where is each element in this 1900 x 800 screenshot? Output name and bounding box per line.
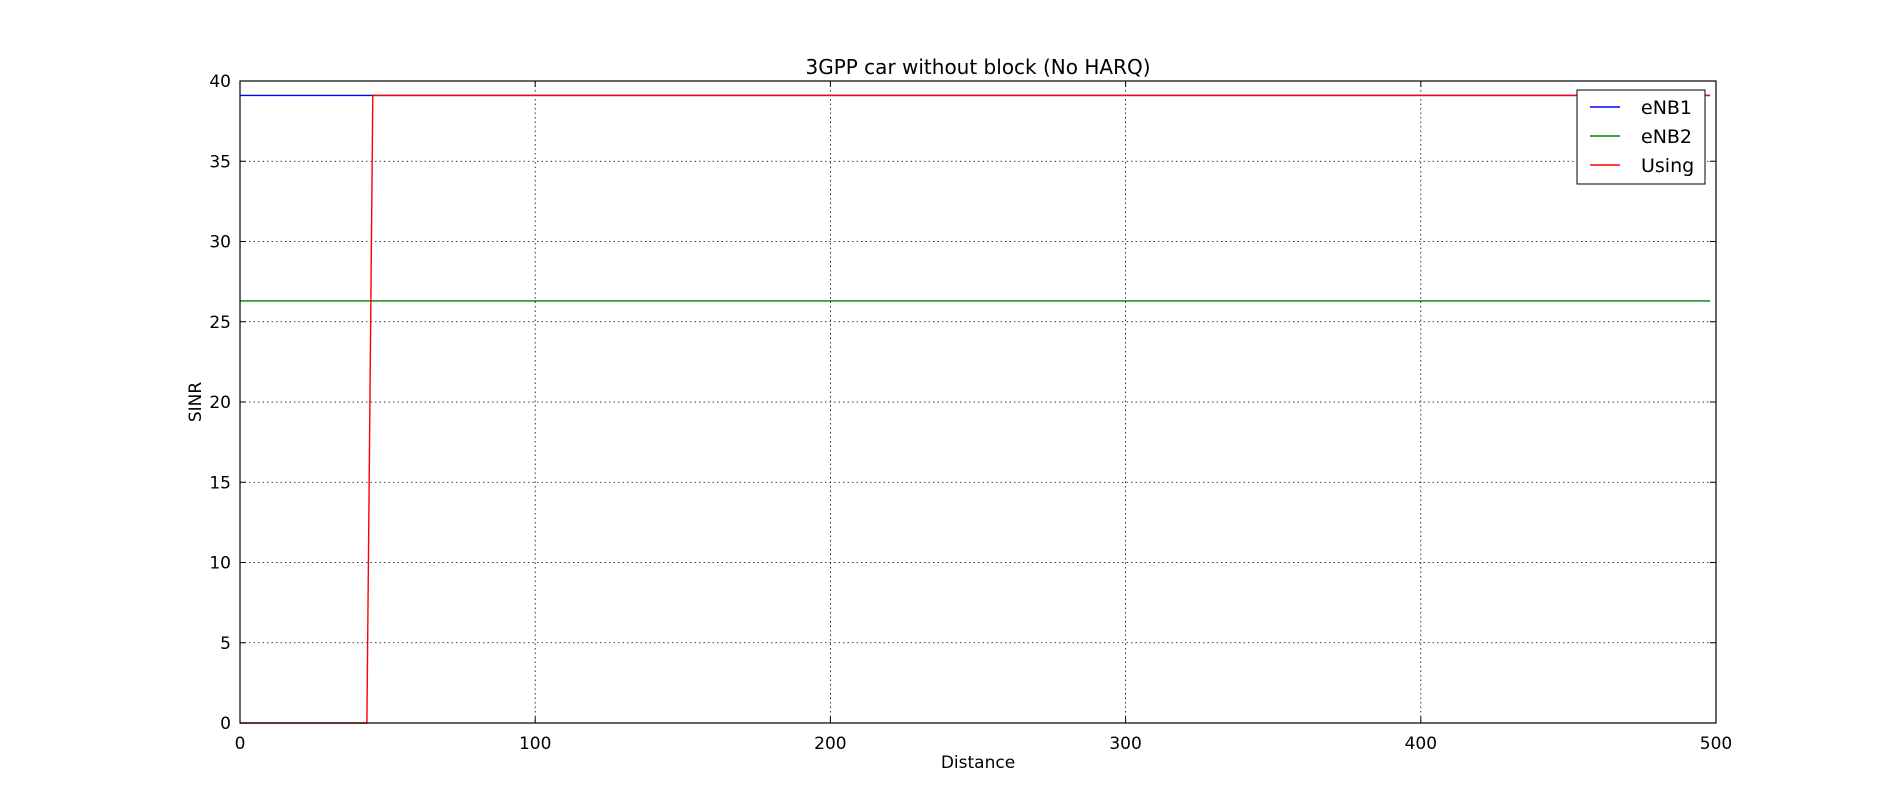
chart-title: 3GPP car without block (No HARQ)	[805, 55, 1150, 79]
y-tick-label: 15	[209, 473, 231, 493]
x-axis-label: Distance	[941, 753, 1015, 773]
y-axis-ticks: 0 5 10 15 20 25 30 35 40	[209, 72, 1716, 734]
x-tick-label: 100	[519, 734, 551, 754]
x-tick-label: 500	[1700, 734, 1732, 754]
y-tick-label: 10	[209, 554, 231, 574]
legend: eNB1 eNB2 Using	[1576, 89, 1706, 185]
y-tick-label: 35	[209, 152, 231, 172]
x-tick-label: 300	[1109, 734, 1141, 754]
y-tick-label: 5	[220, 634, 231, 654]
x-tick-label: 0	[235, 734, 246, 754]
y-axis-label: SINR	[186, 382, 206, 423]
legend-box	[1576, 89, 1706, 185]
y-tick-label: 25	[209, 313, 231, 333]
series-line-using	[240, 94, 1711, 724]
y-tick-label: 20	[209, 393, 231, 413]
series-group	[240, 94, 1711, 724]
y-tick-label: 40	[209, 72, 231, 92]
grid-lines	[240, 81, 1716, 723]
x-tick-label: 400	[1405, 734, 1437, 754]
y-tick-label: 30	[209, 233, 231, 253]
x-axis-ticks: 0 100 200 300 400 500	[235, 81, 1732, 754]
legend-label-using: Using	[1641, 155, 1694, 177]
x-tick-label: 200	[814, 734, 846, 754]
legend-label-enb2: eNB2	[1641, 126, 1692, 148]
legend-label-enb1: eNB1	[1641, 97, 1692, 119]
y-tick-label: 0	[220, 714, 231, 734]
